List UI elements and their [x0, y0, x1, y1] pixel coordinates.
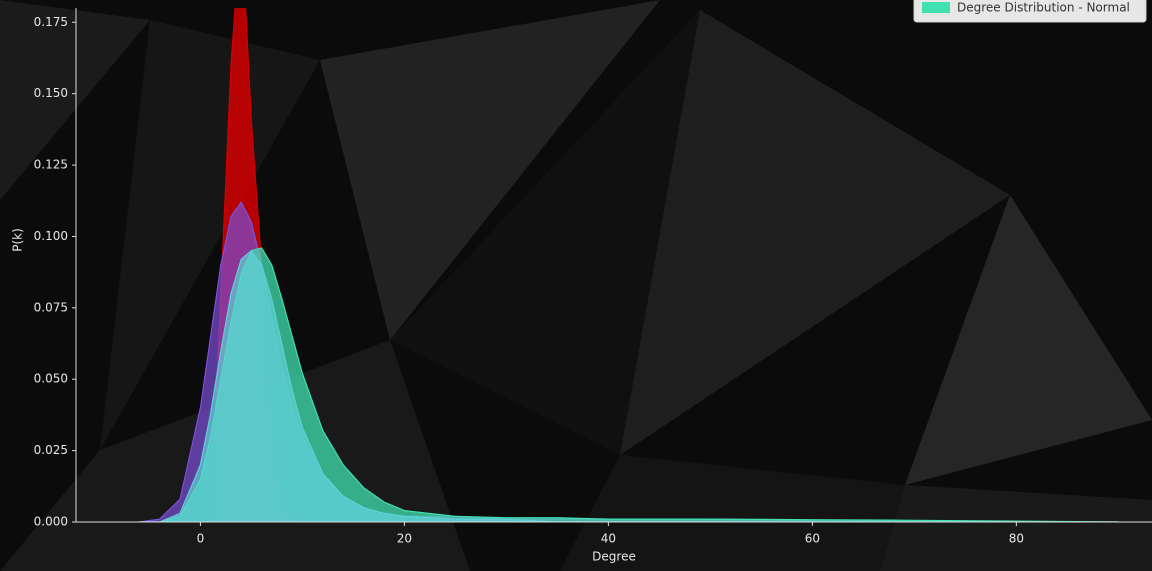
x-tick-label: 60: [805, 532, 820, 546]
legend-swatch: [922, 2, 950, 13]
x-tick-label: 20: [397, 532, 412, 546]
area-series: [138, 250, 1119, 522]
x-tick-label: 0: [197, 532, 205, 546]
x-tick-label: 80: [1009, 532, 1024, 546]
y-tick-label: 0.100: [34, 229, 68, 243]
legend-box: [913, 0, 1147, 23]
y-tick-label: 0.075: [34, 300, 68, 314]
y-tick-label: 0.025: [34, 443, 68, 457]
y-tick-label: 0.175: [34, 15, 68, 29]
x-tick-label: 40: [601, 532, 616, 546]
legend-text: Degree Distribution - Normal: [957, 1, 1130, 15]
legend: Degree Distribution - Normal: [913, 0, 1147, 23]
y-tick-label: 0.000: [34, 515, 68, 529]
y-tick-label: 0.050: [34, 372, 68, 386]
y-axis-label: P(k): [11, 228, 25, 252]
y-tick-label: 0.125: [34, 158, 68, 172]
y-tick-label: 0.150: [34, 86, 68, 100]
x-axis-label: Degree: [592, 550, 636, 564]
plot-area: [138, 8, 1119, 522]
